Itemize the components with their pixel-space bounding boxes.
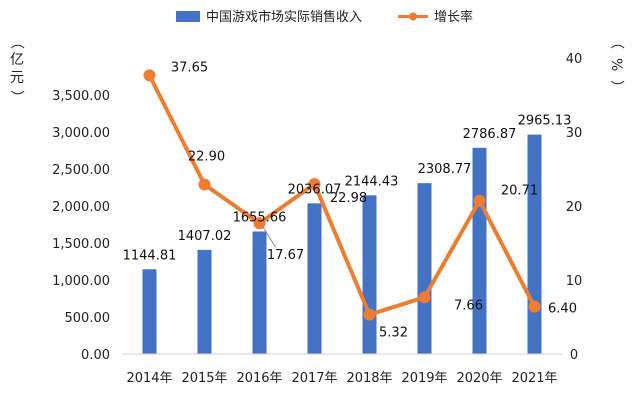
growth-value-label: 37.65 bbox=[171, 60, 208, 75]
left-tick-label: 2,500.00 bbox=[52, 163, 110, 178]
x-tick-label: 2020年 bbox=[456, 371, 502, 386]
legend-label-bar: 中国游戏市场实际销售收入 bbox=[206, 9, 362, 25]
left-tick-label: 2,000.00 bbox=[52, 200, 110, 215]
right-axis-ticks: 0 10 20 30 40 bbox=[566, 52, 583, 363]
growth-value-label: 22.90 bbox=[188, 150, 225, 165]
bar-value-label: 1655.66 bbox=[233, 210, 287, 225]
line-marker bbox=[418, 291, 431, 304]
left-unit-open-paren: （ bbox=[8, 35, 24, 49]
left-unit-char-2: 元 bbox=[10, 70, 24, 86]
right-unit-char: % bbox=[608, 58, 624, 71]
left-tick-label: 1,000.00 bbox=[52, 274, 110, 289]
bar bbox=[472, 147, 487, 354]
x-axis-ticks: 2014年 2015年 2016年 2017年 2018年 2019年 2020年 2021年 bbox=[126, 371, 557, 386]
line-series bbox=[143, 69, 541, 321]
bar-value-label: 2308.77 bbox=[418, 162, 472, 177]
x-tick-label: 2019年 bbox=[401, 371, 447, 386]
left-unit-close-paren: ） bbox=[8, 90, 24, 104]
legend-swatch-marker bbox=[409, 12, 417, 21]
label-leader-line bbox=[262, 225, 276, 248]
bar bbox=[527, 134, 542, 354]
right-unit-open-paren: （ bbox=[608, 35, 624, 49]
bar-series bbox=[142, 134, 542, 354]
bar bbox=[142, 269, 157, 354]
right-axis-unit: （ % ） bbox=[608, 35, 624, 94]
legend-label-line: 增长率 bbox=[434, 9, 473, 25]
x-tick-label: 2015年 bbox=[181, 371, 227, 386]
growth-value-label: 22.98 bbox=[330, 191, 367, 206]
x-tick-label: 2018年 bbox=[346, 371, 392, 386]
growth-value-label: 7.66 bbox=[454, 298, 483, 313]
right-tick-label: 20 bbox=[566, 200, 583, 215]
bar-value-label: 2036.07 bbox=[288, 182, 342, 197]
bar bbox=[417, 183, 432, 354]
growth-value-label: 5.32 bbox=[379, 326, 408, 341]
growth-value-label: 6.40 bbox=[548, 302, 577, 317]
line-marker bbox=[363, 308, 376, 321]
bar-value-label: 2965.13 bbox=[518, 114, 572, 129]
left-tick-label: 0.00 bbox=[81, 348, 110, 363]
left-tick-label: 500.00 bbox=[65, 311, 111, 326]
growth-line bbox=[147, 74, 537, 317]
bar-value-label: 2144.43 bbox=[345, 174, 399, 189]
bar-value-label: 1407.02 bbox=[178, 229, 232, 244]
line-marker bbox=[473, 194, 486, 207]
x-tick-label: 2016年 bbox=[236, 371, 282, 386]
line-marker bbox=[198, 178, 211, 191]
bar-value-label: 1144.81 bbox=[123, 248, 177, 263]
x-tick-label: 2021年 bbox=[511, 371, 557, 386]
bar bbox=[307, 203, 322, 354]
right-tick-label: 30 bbox=[566, 126, 583, 141]
right-tick-label: 40 bbox=[566, 52, 583, 67]
left-axis-unit: （ 亿 元 ） bbox=[8, 35, 24, 104]
left-tick-label: 1,500.00 bbox=[52, 237, 110, 252]
line-data-labels: 37.65 22.90 17.67 22.98 5.32 7.66 20.71 6.40 bbox=[171, 60, 577, 340]
growth-value-label: 17.67 bbox=[267, 248, 304, 263]
right-tick-label: 10 bbox=[566, 274, 583, 289]
x-tick-label: 2017年 bbox=[291, 371, 337, 386]
bar bbox=[252, 231, 267, 354]
left-tick-label: 3,000.00 bbox=[52, 126, 110, 141]
bar bbox=[197, 249, 212, 354]
bar-value-label: 2786.87 bbox=[463, 127, 517, 142]
left-axis-ticks: 0.00 500.00 1,000.00 1,500.00 2,000.00 2,500.… bbox=[52, 89, 110, 363]
left-unit-char-1: 亿 bbox=[10, 52, 24, 68]
legend: 中国游戏市场实际销售收入 增长率 bbox=[176, 9, 473, 25]
right-unit-close-paren: ） bbox=[608, 80, 624, 94]
left-tick-label: 3,500.00 bbox=[52, 89, 110, 104]
right-tick-label: 0 bbox=[570, 348, 578, 363]
growth-value-label: 20.71 bbox=[501, 184, 538, 199]
bar bbox=[362, 195, 377, 354]
x-tick-label: 2014年 bbox=[126, 371, 172, 386]
line-marker bbox=[308, 177, 321, 190]
legend-swatch-bar bbox=[176, 11, 200, 22]
line-marker bbox=[143, 69, 156, 82]
line-marker bbox=[528, 300, 541, 313]
